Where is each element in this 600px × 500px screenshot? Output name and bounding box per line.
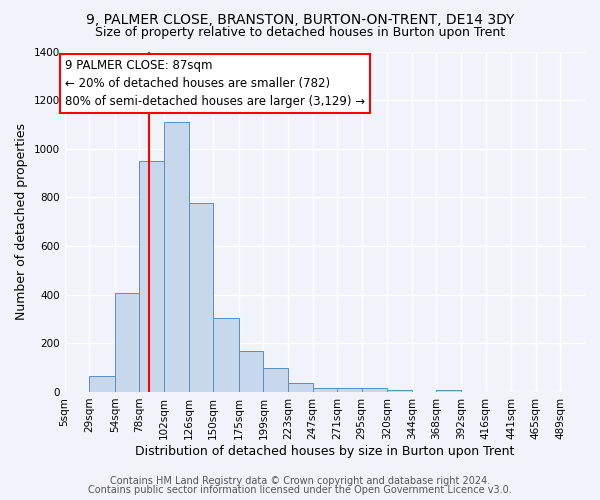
Text: 9, PALMER CLOSE, BRANSTON, BURTON-ON-TRENT, DE14 3DY: 9, PALMER CLOSE, BRANSTON, BURTON-ON-TRE… [86,12,514,26]
Text: 9 PALMER CLOSE: 87sqm
← 20% of detached houses are smaller (782)
80% of semi-det: 9 PALMER CLOSE: 87sqm ← 20% of detached … [65,59,365,108]
Bar [239,350,263,392]
X-axis label: Distribution of detached houses by size in Burton upon Trent: Distribution of detached houses by size … [135,444,515,458]
Bar [164,122,188,392]
Text: Contains HM Land Registry data © Crown copyright and database right 2024.: Contains HM Land Registry data © Crown c… [110,476,490,486]
Bar [362,388,388,392]
Bar [288,384,313,392]
Bar [436,390,461,392]
Bar [89,376,115,392]
Bar [139,161,164,392]
Bar [337,388,362,392]
Bar [115,294,139,392]
Y-axis label: Number of detached properties: Number of detached properties [15,123,28,320]
Bar [213,318,239,392]
Bar [188,204,213,392]
Bar [313,388,337,392]
Bar [263,368,288,392]
Text: Size of property relative to detached houses in Burton upon Trent: Size of property relative to detached ho… [95,26,505,39]
Text: Contains public sector information licensed under the Open Government Licence v3: Contains public sector information licen… [88,485,512,495]
Bar [388,390,412,392]
